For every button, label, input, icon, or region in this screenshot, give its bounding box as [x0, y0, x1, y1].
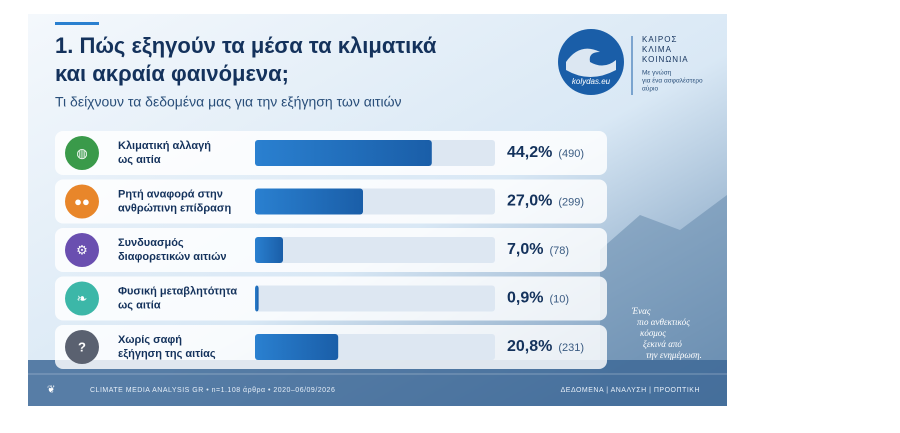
title: 1. Πώς εξηγούν τα μέσα τα κλιματικά [55, 33, 437, 58]
tagline: αύριο [642, 85, 658, 93]
footer-right: ΔΕΔΟΜΕΝΑ | ΑΝΑΛΥΣΗ | ΠΡΟΟΠΤΙΚΗ [561, 387, 700, 394]
row-icon-glyph: ⚙ [76, 242, 88, 257]
slogan: κόσμος [640, 328, 666, 338]
row-icon [65, 136, 99, 170]
bar [255, 188, 363, 215]
accent [55, 22, 99, 25]
bar [255, 237, 283, 263]
value-label: 27,0% [507, 193, 552, 210]
category-label: ανθρώπινη επίδραση [118, 202, 231, 214]
value-label: 20,8% [507, 338, 552, 355]
row-icon [65, 281, 99, 316]
row-icon-glyph: ❧ [77, 291, 88, 306]
count-label: (231) [558, 342, 584, 354]
logo-wave [566, 48, 616, 77]
row-icon [65, 330, 99, 364]
slogan: πιο ανθεκτικός [637, 317, 690, 327]
logo [558, 29, 624, 95]
brand: ΚΟΙΝΩΝΙΑ [642, 55, 689, 64]
bar-track [255, 285, 495, 312]
category-label: Χωρίς σαφή [118, 334, 182, 346]
slogan: Ένας [631, 306, 651, 316]
mountains [600, 195, 727, 406]
row-icon-glyph: ●● [74, 194, 90, 209]
category-label: Ρητή αναφορά στην [118, 188, 223, 200]
count-label: (490) [558, 148, 584, 160]
value-label: 44,2% [507, 144, 552, 161]
slogan: την ενημέρωση. [646, 350, 702, 360]
category-label: διαφορετικών αιτιών [118, 251, 227, 263]
row-icon [65, 184, 99, 219]
bar-track [255, 237, 495, 263]
category-label: Συνδυασμός [118, 237, 184, 249]
tagline: Με γνώση [642, 69, 672, 77]
value-label: 0,9% [507, 290, 543, 307]
value-label: 7,0% [507, 241, 543, 258]
row-icon [65, 233, 99, 267]
sea [28, 360, 727, 406]
row-icon-glyph: ? [78, 339, 86, 354]
bar [255, 285, 259, 312]
category-label: ως αιτία [118, 154, 161, 166]
count-label: (299) [558, 196, 584, 208]
brand: ΚΛΙΜΑ [642, 45, 672, 54]
subtitle: Τι δείχνουν τα δεδομένα μας για την εξήγ… [55, 94, 402, 110]
title: και ακραία φαινόμενα; [55, 61, 289, 86]
footer-left: CLIMATE MEDIA ANALYSIS GR • n=1.108 άρθρ… [90, 386, 335, 394]
count-label: (10) [549, 293, 569, 305]
row-icon-glyph: ◍ [76, 145, 87, 160]
category-label: εξήγηση της αιτίας [118, 348, 216, 360]
count-label: (78) [549, 245, 569, 257]
bar [255, 334, 339, 360]
category-label: ως αιτία [118, 299, 161, 311]
category-label: Κλιματική αλλαγή [118, 140, 211, 152]
footer-icon: ❦ [47, 385, 55, 396]
brand: ΚΑΙΡΟΣ [642, 35, 677, 44]
category-label: Φυσική μεταβλητότητα [118, 285, 237, 297]
logo-text: kolydas.eu [572, 77, 611, 86]
bar [255, 140, 432, 166]
slogan: ξεκινά από [643, 339, 682, 349]
tagline: για ένα ασφαλέστερο [642, 77, 703, 85]
